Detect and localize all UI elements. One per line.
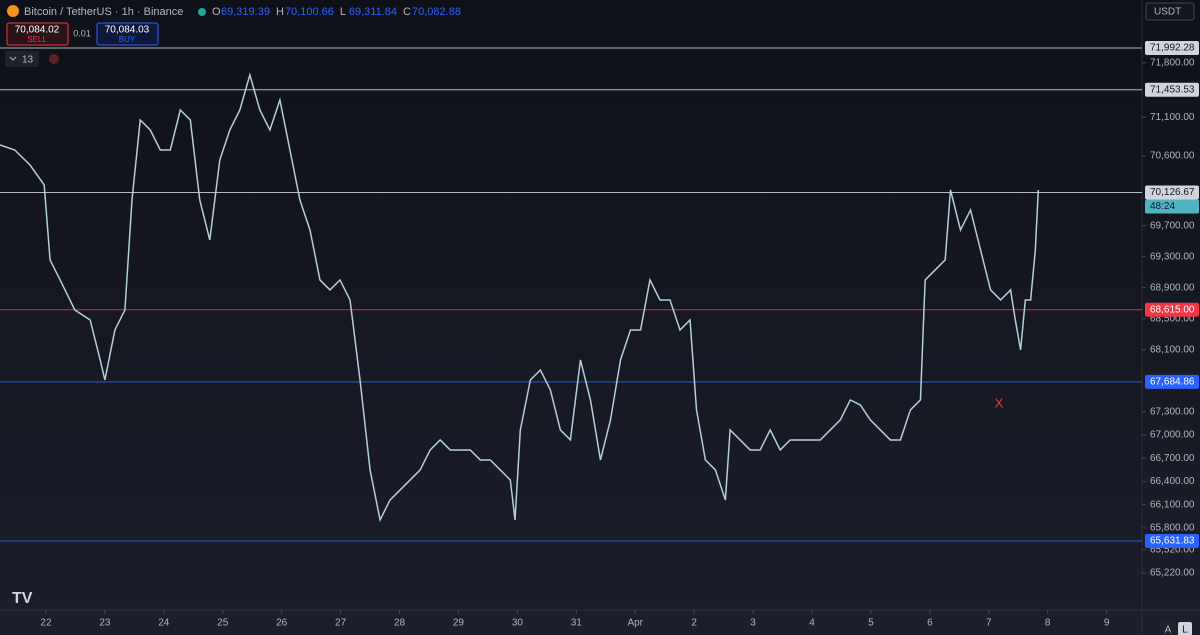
logo: TV bbox=[12, 590, 33, 607]
log-button[interactable] bbox=[1178, 622, 1192, 635]
level-label-box bbox=[1145, 302, 1199, 317]
ohlc-value: 69,319.39 bbox=[221, 6, 270, 18]
ohlc-value: 70,082.88 bbox=[412, 6, 461, 18]
quantity[interactable]: 0.01 bbox=[73, 28, 91, 38]
countdown-box bbox=[1145, 199, 1199, 214]
x-tick-label: 4 bbox=[809, 618, 815, 629]
indicator-toggle[interactable] bbox=[5, 51, 39, 67]
sell-label[interactable]: SELL bbox=[27, 35, 47, 44]
ohlc-key: O bbox=[212, 6, 221, 18]
x-tick-label: 25 bbox=[217, 618, 229, 629]
ohlc-key: C bbox=[403, 6, 411, 18]
x-tick-label: 30 bbox=[512, 618, 524, 629]
level-label-box bbox=[1145, 40, 1199, 55]
x-tick-label: 28 bbox=[394, 618, 406, 629]
y-tick-label: 65,220.00 bbox=[1150, 568, 1195, 579]
auto-label[interactable]: A bbox=[1165, 625, 1172, 635]
x-tick-label: 2 bbox=[691, 618, 697, 629]
x-tick-label: 6 bbox=[927, 618, 933, 629]
ohlc-value: 69,311.84 bbox=[349, 6, 397, 18]
x-tick-label: 26 bbox=[276, 618, 288, 629]
indicator-count[interactable]: 13 bbox=[22, 55, 34, 66]
y-tick-label: 66,400.00 bbox=[1150, 476, 1195, 487]
coin-icon bbox=[7, 5, 19, 17]
y-tick-label: 67,300.00 bbox=[1150, 406, 1195, 417]
y-tick-label: 68,900.00 bbox=[1150, 282, 1195, 293]
countdown: 48:24 bbox=[1150, 201, 1175, 212]
y-tick-label: 67,000.00 bbox=[1150, 430, 1195, 441]
y-tick-label: 71,100.00 bbox=[1150, 112, 1195, 123]
y-tick-label: 68,500.00 bbox=[1150, 313, 1195, 324]
x-tick-label: 5 bbox=[868, 618, 874, 629]
x-tick-label: 29 bbox=[453, 618, 465, 629]
chevron bbox=[9, 56, 17, 61]
level-label: 68,615.00 bbox=[1150, 304, 1195, 315]
y-tick-label: 71,800.00 bbox=[1150, 58, 1195, 69]
auto-button[interactable] bbox=[1160, 622, 1176, 635]
price-line bbox=[0, 72, 1040, 523]
y-tick-label: 70,600.00 bbox=[1150, 151, 1195, 162]
y-tick-label: 65,800.00 bbox=[1150, 523, 1195, 534]
x-tick-label: 7 bbox=[986, 618, 992, 629]
buy-label[interactable]: BUY bbox=[119, 35, 136, 44]
x-tick-label: 8 bbox=[1045, 618, 1051, 629]
x-tick-label: 23 bbox=[99, 618, 111, 629]
level-label: 65,631.83 bbox=[1150, 536, 1195, 547]
y-tick-label: 66,700.00 bbox=[1150, 453, 1195, 464]
x-tick-label: Apr bbox=[627, 618, 643, 629]
y-tick-label: 69,300.00 bbox=[1150, 251, 1195, 262]
currency-box[interactable] bbox=[1145, 2, 1195, 21]
level-label-box bbox=[1145, 185, 1199, 200]
y-tick-label: 68,100.00 bbox=[1150, 344, 1195, 355]
y-tick-label: 69,700.00 bbox=[1150, 220, 1195, 231]
level-label: 70,126.67 bbox=[1150, 187, 1195, 198]
level-label: 67,684.86 bbox=[1150, 376, 1195, 387]
x-tick-label: 3 bbox=[750, 618, 756, 629]
sell-button[interactable] bbox=[6, 22, 69, 46]
buy-button[interactable] bbox=[96, 22, 159, 46]
x-tick-label: 24 bbox=[158, 618, 170, 629]
x-tick-label: 27 bbox=[335, 618, 347, 629]
annotation: X bbox=[995, 395, 1004, 410]
ohlc-key: L bbox=[340, 6, 346, 18]
level-label-box bbox=[1145, 82, 1199, 97]
y-tick-label: 65,520.00 bbox=[1150, 544, 1195, 555]
x-tick-label: 9 bbox=[1104, 618, 1110, 629]
level-label-box bbox=[1145, 533, 1199, 548]
alert-icon bbox=[49, 54, 59, 64]
ohlc-key: H bbox=[276, 6, 284, 18]
log-label[interactable]: L bbox=[1182, 625, 1188, 635]
level-label: 71,992.28 bbox=[1150, 43, 1195, 54]
level-label: 71,453.53 bbox=[1150, 84, 1195, 95]
currency[interactable]: USDT bbox=[1154, 7, 1181, 18]
x-tick-label: 22 bbox=[40, 618, 52, 629]
chart-title: Bitcoin / TetherUS · 1h · Binance bbox=[24, 6, 183, 18]
level-label-box bbox=[1145, 374, 1199, 389]
buy-price[interactable]: 70,084.03 bbox=[105, 25, 150, 36]
ohlc-value: 70,100.66 bbox=[285, 6, 334, 18]
ohlc: O 69,319.39 H 70,100.66 L 69,311.84 C 70,082.88 bbox=[212, 6, 461, 18]
y-tick-label: 66,100.00 bbox=[1150, 499, 1195, 510]
x-tick-label: 31 bbox=[571, 618, 583, 629]
sell-price[interactable]: 70,084.02 bbox=[15, 25, 60, 36]
status-dot bbox=[198, 8, 206, 16]
